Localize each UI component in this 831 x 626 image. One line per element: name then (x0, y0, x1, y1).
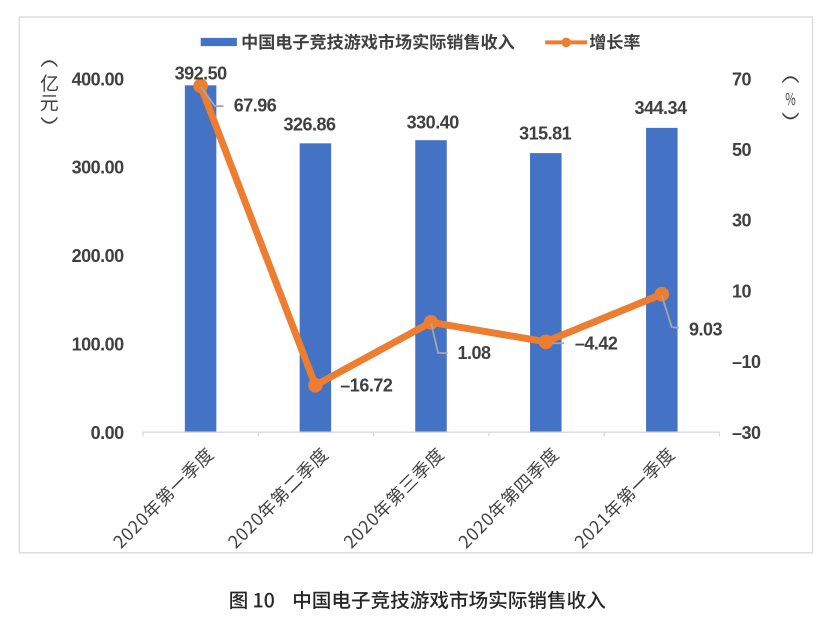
svg-text:330.40: 330.40 (407, 113, 460, 133)
svg-text:400.00: 400.00 (72, 69, 125, 89)
svg-text:300.00: 300.00 (72, 158, 125, 178)
svg-text:100.00: 100.00 (72, 334, 125, 354)
svg-text:9.03: 9.03 (689, 319, 723, 339)
svg-text:10: 10 (732, 281, 752, 301)
svg-text:50: 50 (732, 140, 752, 160)
svg-text:392.50: 392.50 (175, 63, 228, 83)
svg-text:344.34: 344.34 (634, 98, 687, 118)
svg-text:–4.42: –4.42 (575, 333, 618, 353)
svg-text:326.86: 326.86 (283, 115, 336, 135)
svg-text:315.81: 315.81 (519, 123, 572, 143)
svg-text:–16.72: –16.72 (340, 376, 393, 396)
svg-text:0.00: 0.00 (91, 423, 125, 443)
svg-text:67.96: 67.96 (234, 96, 277, 116)
svg-text:30: 30 (732, 211, 752, 231)
svg-text:–10: –10 (732, 352, 761, 372)
svg-text:–30: –30 (732, 423, 761, 443)
svg-text:200.00: 200.00 (72, 246, 125, 266)
svg-text:70: 70 (732, 69, 752, 89)
svg-text:1.08: 1.08 (458, 343, 492, 363)
